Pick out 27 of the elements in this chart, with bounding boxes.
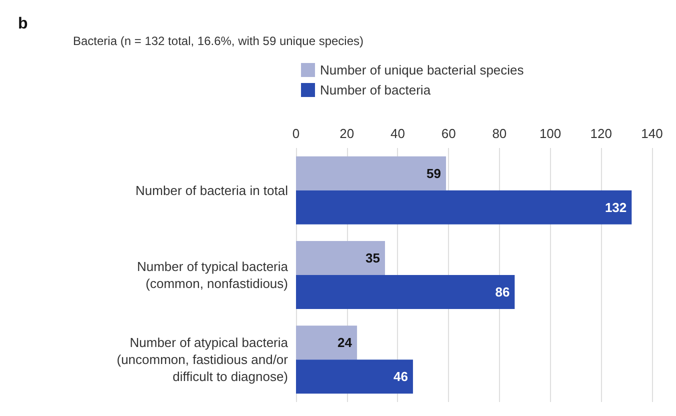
x-tick-label: 120 — [590, 126, 612, 141]
data-label: 86 — [495, 284, 510, 300]
bar — [296, 275, 515, 309]
data-label: 24 — [338, 335, 353, 350]
x-tick-label: 60 — [441, 126, 456, 141]
bar — [296, 156, 446, 190]
x-tick-label: 80 — [492, 126, 507, 141]
y-tick-label: Number of typical bacteria (common, nonfastidious) — [136, 259, 289, 291]
data-label: 132 — [604, 200, 627, 215]
data-label: 46 — [394, 369, 408, 384]
text: b — [18, 16, 28, 32]
bar — [296, 190, 632, 224]
y-tick-label: Number of atypical bacteria (uncommon, fastidious and/or difficult to diagnose) — [116, 335, 289, 384]
chart-title: Bacteria (n = 132 total, 16.6%, with 59 unique species) — [73, 34, 364, 48]
x-tick-label: 0 — [292, 126, 300, 141]
bar — [296, 360, 413, 394]
bar — [296, 241, 385, 275]
legend-label: Number of bacteria — [320, 82, 432, 98]
x-tick-label: 140 — [641, 126, 663, 141]
x-tick-label: 40 — [390, 126, 405, 141]
legend-label: Number of unique bacterial species — [320, 62, 524, 78]
data-label: 59 — [426, 166, 442, 181]
bar — [296, 326, 358, 360]
x-tick-label: 100 — [539, 126, 562, 141]
data-label: 35 — [366, 250, 380, 266]
y-tick-label: Number of bacteria in total — [136, 182, 288, 198]
x-tick-label: 20 — [340, 126, 354, 141]
